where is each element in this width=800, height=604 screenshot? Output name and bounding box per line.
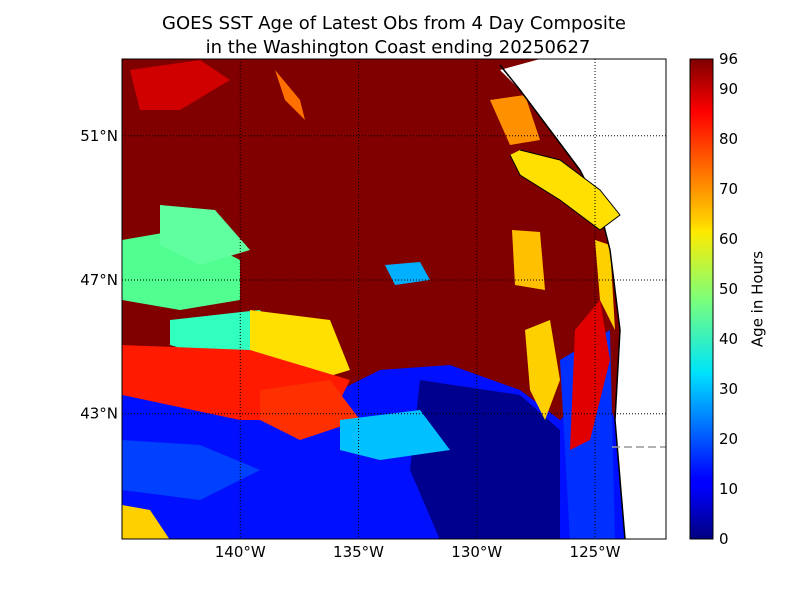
colorbar-tick-label: 80 <box>719 130 738 148</box>
y-tick-label: 47°N <box>80 271 118 289</box>
colorbar-tick-label: 10 <box>719 480 738 498</box>
title-line: GOES SST Age of Latest Obs from 4 Day Co… <box>162 13 626 34</box>
colorbar <box>689 58 714 540</box>
map-image <box>122 59 666 539</box>
x-tick-label: 135°W <box>333 543 384 561</box>
colorbar-tick-label: 90 <box>719 80 738 98</box>
colorbar-tick-label: 70 <box>719 180 738 198</box>
map-frame <box>121 58 667 540</box>
y-tick-label: 43°N <box>80 405 118 423</box>
x-tick-label: 130°W <box>451 543 502 561</box>
y-tick-label: 51°N <box>80 127 118 145</box>
colorbar-tick-label: 60 <box>719 230 738 248</box>
colorbar-tick-label: 96 <box>719 50 738 68</box>
colorbar-tick-label: 30 <box>719 380 738 398</box>
title-line: in the Washington Coast ending 20250627 <box>206 37 591 58</box>
colorbar-tick-label: 50 <box>719 280 738 298</box>
x-tick-label: 125°W <box>570 543 621 561</box>
axes: 140°W 135°W 130°W 125°W 43°N 47°N 51°N 0 10 20 30 4… <box>80 50 738 561</box>
x-tick-label: 140°W <box>215 543 266 561</box>
colorbar-label: Age in Hours <box>749 251 767 347</box>
colorbar-tick-label: 20 <box>719 430 738 448</box>
colorbar-tick-label: 40 <box>719 330 738 348</box>
colorbar-tick-label: 0 <box>719 530 729 548</box>
